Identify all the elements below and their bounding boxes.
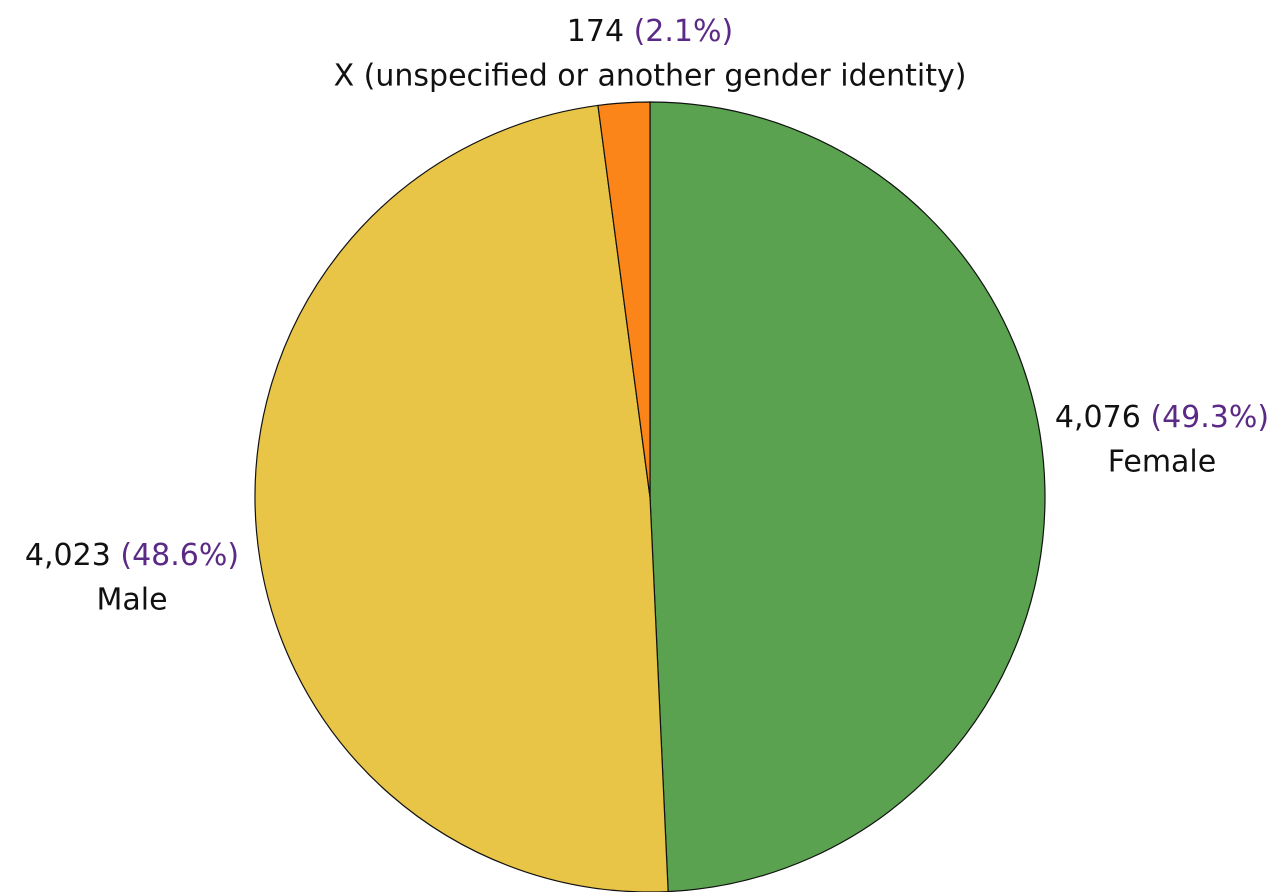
count-label: 174 bbox=[567, 14, 624, 49]
slice-value-label: 174 (2.1%) bbox=[567, 14, 733, 49]
pie-slice bbox=[649, 101, 1046, 892]
count-label: 4,076 bbox=[1055, 400, 1141, 435]
category-label: X (unspecified or another gender identit… bbox=[334, 59, 967, 94]
pie-slice bbox=[597, 101, 651, 498]
category-label: Male bbox=[96, 583, 167, 618]
pie-slice bbox=[254, 104, 669, 892]
percent-label: (2.1%) bbox=[634, 14, 734, 49]
slice-value-label: 4,076 (49.3%) bbox=[1055, 400, 1269, 435]
percent-label: (49.3%) bbox=[1150, 400, 1269, 435]
count-label: 4,023 bbox=[25, 538, 111, 573]
percent-label: (48.6%) bbox=[120, 538, 239, 573]
slice-value-label: 4,023 (48.6%) bbox=[25, 538, 239, 573]
category-label: Female bbox=[1108, 445, 1216, 480]
